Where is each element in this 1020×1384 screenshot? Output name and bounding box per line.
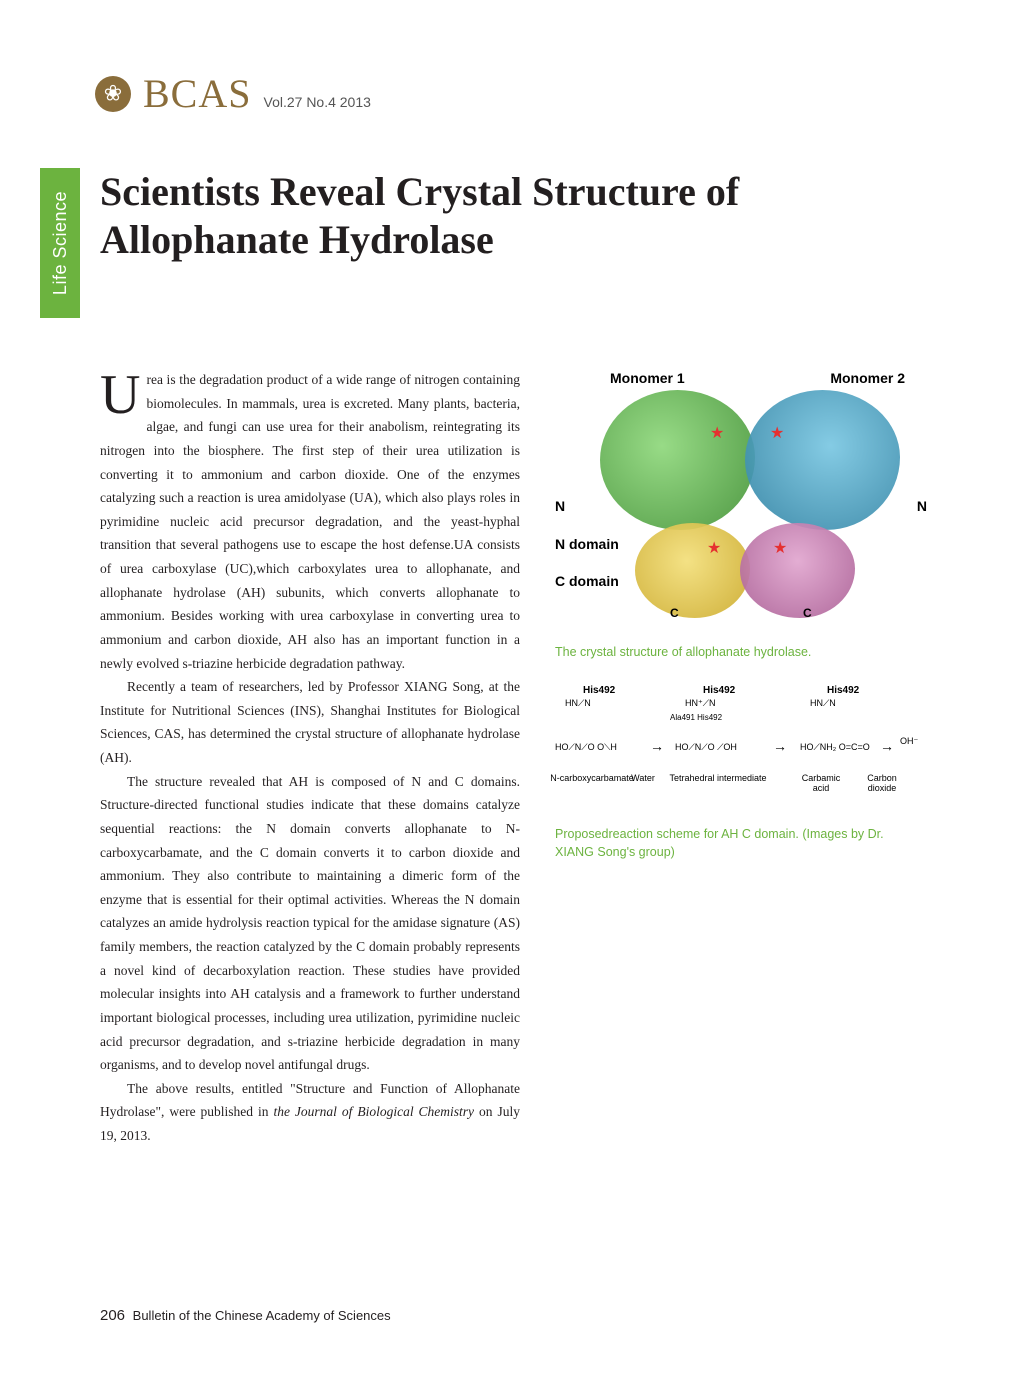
fig2-oh: OH⁻: [900, 737, 918, 746]
fig1-label-N-left: N: [555, 498, 565, 514]
fig1-label-n-domain: N domain: [555, 536, 619, 552]
red-star-icon: ★: [707, 538, 721, 558]
protein-blob-m1-top: [600, 390, 755, 530]
fig2-ala: Ala491 His492: [670, 713, 722, 722]
chem-struct-3b: HO⟋NH₂ O=C=O: [800, 743, 870, 752]
fig2-label-3: Tetrahedral intermediate: [663, 773, 773, 783]
fig1-label-N-right: N: [917, 498, 927, 514]
figure-1: Monomer 1 Monomer 2 ★ ★ ★ ★ N N N domain…: [555, 368, 925, 633]
paragraph-3: The structure revealed that AH is compos…: [100, 770, 520, 1077]
chem-struct-1a: HN⟋N: [565, 699, 591, 708]
paragraph-2: Recently a team of researchers, led by P…: [100, 675, 520, 770]
fig1-label-c-left: C: [670, 606, 679, 620]
fig2-label-4: Carbamic acid: [793, 773, 849, 793]
dropcap: U: [100, 368, 146, 420]
issue-info: Vol.27 No.4 2013: [264, 94, 371, 110]
protein-blob-m2-bot: [740, 523, 855, 618]
protein-blob-m2-top: [745, 390, 900, 530]
chem-struct-3a: HN⟋N: [810, 699, 836, 708]
fig2-head-1: His492: [583, 685, 615, 696]
fig1-label-c-domain: C domain: [555, 573, 619, 589]
footer-publication: Bulletin of the Chinese Academy of Scien…: [133, 1308, 391, 1323]
page-footer: 206 Bulletin of the Chinese Academy of S…: [100, 1307, 391, 1324]
figure-column: Monomer 1 Monomer 2 ★ ★ ★ ★ N N N domain…: [555, 368, 925, 885]
fig2-label-5: Carbon dioxide: [857, 773, 907, 793]
figure-2: His492 His492 His492 Ala491 His492 HN⟋N …: [555, 685, 925, 815]
article-title: Scientists Reveal Crystal Structure of A…: [100, 168, 920, 264]
fig2-head-2: His492: [703, 685, 735, 696]
section-tab: Life Science: [40, 168, 80, 318]
section-tab-label: Life Science: [50, 191, 71, 295]
figure-1-caption: The crystal structure of allophanate hyd…: [555, 643, 925, 661]
fig2-label-2: Water: [623, 773, 663, 783]
chem-struct-2b: HO⟋N⟋O ⟋OH: [675, 743, 737, 752]
paragraph-1-text: rea is the degradation product of a wide…: [100, 372, 520, 671]
journal-header: BCAS Vol.27 No.4 2013: [95, 70, 371, 117]
journal-logo-icon: [95, 76, 131, 112]
arrow-icon: →: [650, 740, 664, 756]
chem-struct-1b: HO⟋N⟋O O⟍H: [555, 743, 617, 752]
red-star-icon: ★: [710, 423, 724, 443]
paragraph-1: Urea is the degradation product of a wid…: [100, 368, 520, 675]
protein-blob-m1-bot: [635, 523, 750, 618]
chem-struct-2a: HN⁺⟋N: [685, 699, 716, 708]
red-star-icon: ★: [770, 423, 784, 443]
journal-name: BCAS: [143, 70, 252, 117]
figure-2-caption: Proposedreaction scheme for AH C domain.…: [555, 825, 925, 861]
fig1-label-c-right: C: [803, 606, 812, 620]
fig1-label-monomer2: Monomer 2: [830, 370, 905, 386]
fig1-label-monomer1: Monomer 1: [610, 370, 685, 386]
paragraph-4-italic: the Journal of Biological Chemistry: [273, 1104, 474, 1119]
page-number: 206: [100, 1307, 125, 1324]
fig2-head-3: His492: [827, 685, 859, 696]
red-star-icon: ★: [773, 538, 787, 558]
arrow-icon: →: [880, 740, 894, 756]
arrow-icon: →: [773, 740, 787, 756]
article-body: Urea is the degradation product of a wid…: [100, 368, 520, 1148]
paragraph-4: The above results, entitled "Structure a…: [100, 1077, 520, 1148]
